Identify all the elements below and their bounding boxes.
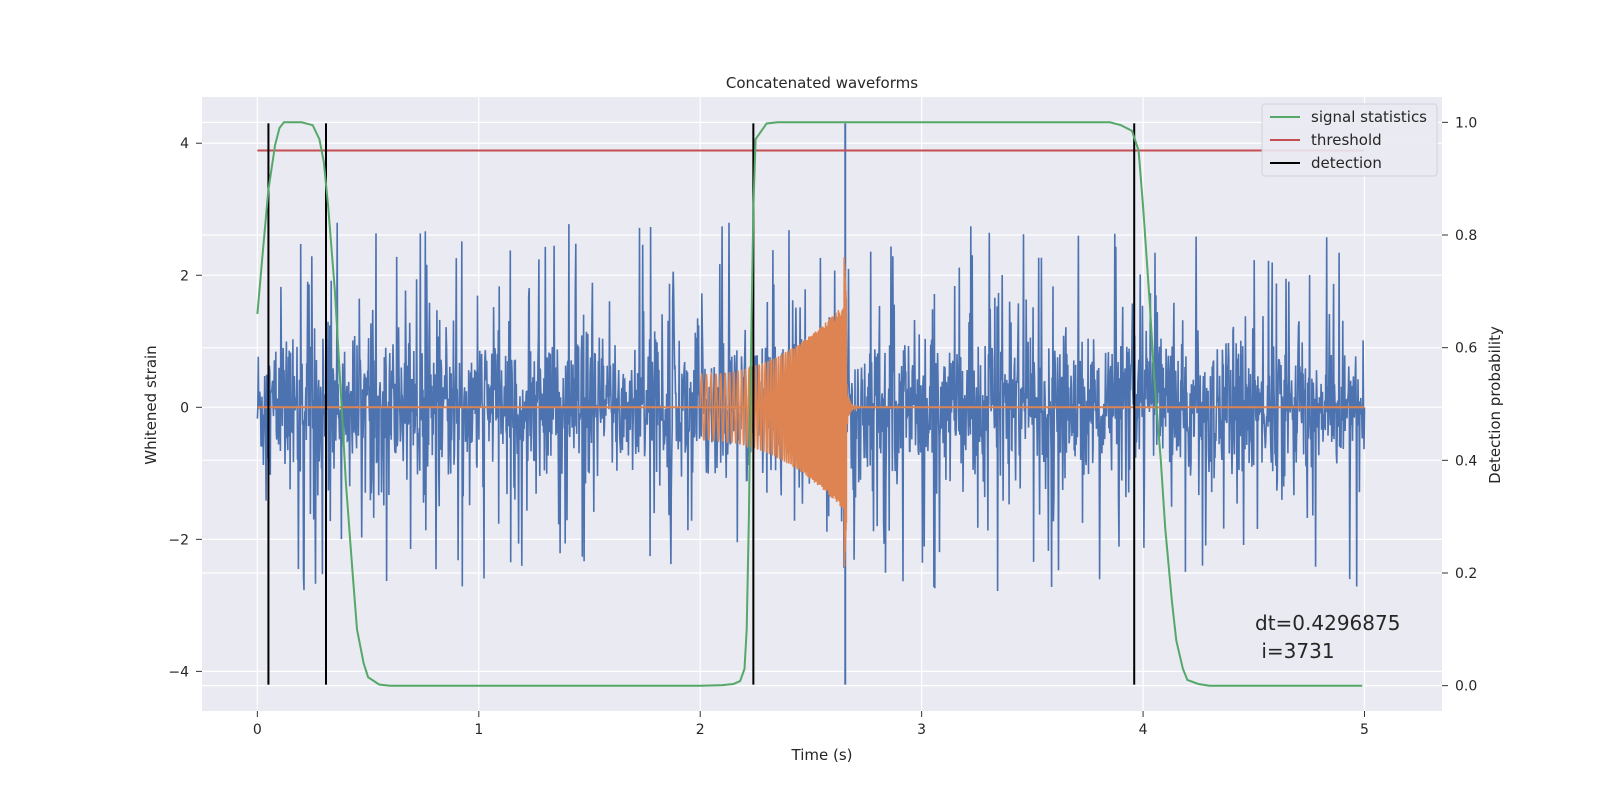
x-tick-label: 5 [1360, 722, 1369, 738]
x-tick-label: 4 [1139, 722, 1148, 738]
x-tick-label: 1 [474, 722, 483, 738]
legend-label-signal-statistics: signal statistics [1311, 108, 1427, 126]
y2-tick-label: 1.0 [1455, 115, 1477, 131]
x-axis-ticks: 0 1 2 3 4 5 [253, 711, 1369, 738]
x-tick-label: 2 [696, 722, 705, 738]
y-tick-label: 0 [180, 400, 189, 416]
y2-tick-label: 0.2 [1455, 566, 1477, 582]
signal-statistics-line [256, 121, 1363, 687]
left-axis-ticks: −4 −2 0 2 4 [168, 136, 202, 680]
y2-tick-label: 0.4 [1455, 453, 1477, 469]
signal-statistics-series [256, 121, 1363, 687]
y-tick-label: −4 [168, 664, 189, 680]
y-tick-label: −2 [168, 532, 189, 548]
legend: signal statistics threshold detection [1261, 103, 1438, 177]
y-tick-label: 2 [180, 268, 189, 284]
y-axis-label: Whitened strain [142, 345, 160, 464]
template-series [257, 257, 1365, 567]
right-axis-ticks: 0.0 0.2 0.4 0.6 0.8 1.0 [1442, 115, 1477, 695]
annotation-i: i=3731 [1255, 639, 1335, 663]
chart-title: Concatenated waveforms [726, 74, 918, 92]
legend-label-threshold: threshold [1311, 131, 1382, 149]
template-chirp [699, 257, 860, 567]
x-tick-label: 3 [917, 722, 926, 738]
x-tick-label: 0 [253, 722, 262, 738]
annotation-dt: dt=0.4296875 [1255, 611, 1400, 635]
y2-tick-label: 0.0 [1455, 679, 1477, 695]
y2-axis-label: Detection probability [1486, 326, 1504, 484]
legend-label-detection: detection [1311, 154, 1382, 172]
x-axis-label: Time (s) [791, 746, 853, 764]
y2-tick-label: 0.8 [1455, 228, 1477, 244]
y2-tick-label: 0.6 [1455, 341, 1477, 357]
y-tick-label: 4 [180, 136, 189, 152]
legend-box [1261, 103, 1438, 177]
